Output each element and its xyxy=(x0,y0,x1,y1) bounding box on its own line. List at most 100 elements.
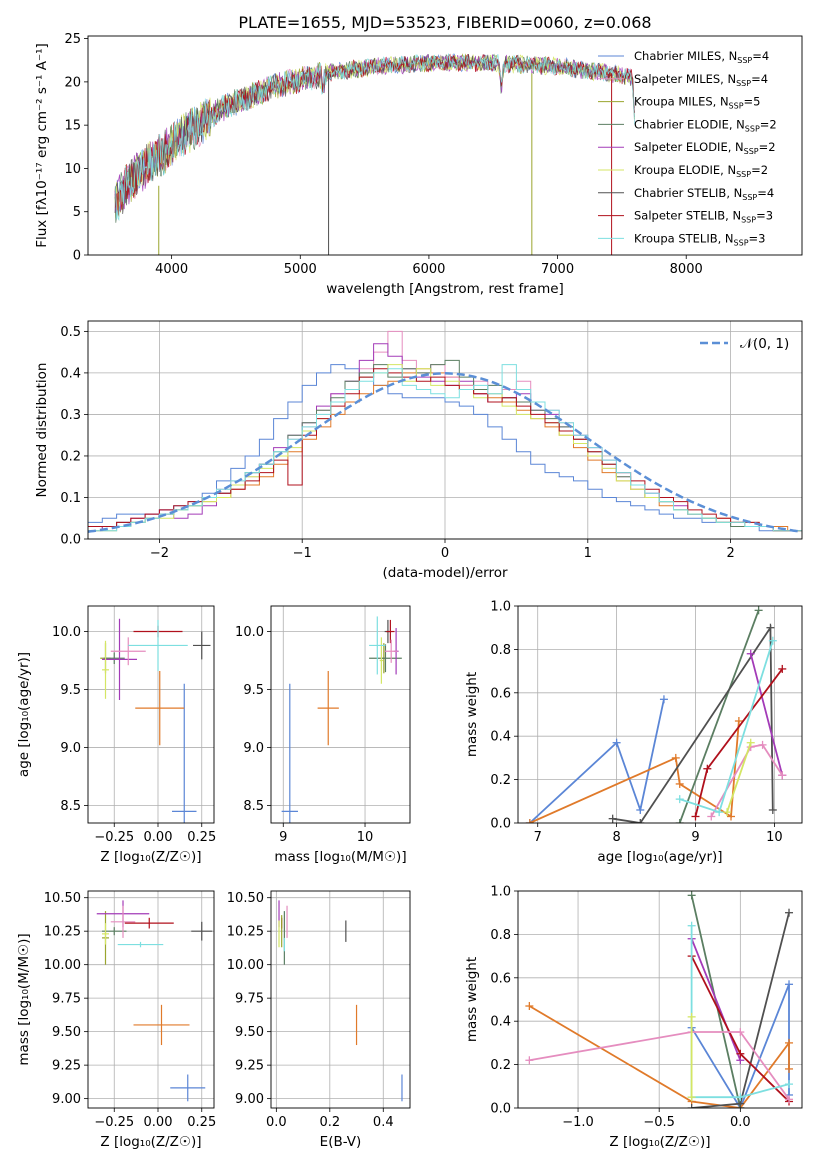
legend-subscript: SSP xyxy=(745,124,760,133)
x-tick-label: 0.00 xyxy=(144,1115,173,1130)
x-tick-label: 8 xyxy=(612,830,620,845)
legend-text: Salpeter ELODIE, N xyxy=(634,140,744,154)
age_vs_mass-points xyxy=(281,616,402,823)
x-tick-label: 0.00 xyxy=(144,830,173,845)
x-axis-label: age [log₁₀(age/yr)] xyxy=(597,849,722,865)
legend-subscript: SSP xyxy=(742,193,757,202)
weight-series xyxy=(726,742,752,813)
mass_vs_Z-axes: −0.25 0.00 0.25 9.00 9.25 9.50 9.75 10.00 10.25 1… xyxy=(16,891,216,1150)
y-tick-label: 1.0 xyxy=(490,600,511,615)
x-tick-label: 0.4 xyxy=(373,1115,394,1130)
x-tick-label: 10 xyxy=(357,830,374,845)
y-axis-label: mass [log₁₀(M/M☉)] xyxy=(16,933,32,1065)
y-tick-label: 0.2 xyxy=(490,1058,511,1073)
x-tick-label: −0.5 xyxy=(643,1115,675,1130)
y-tick-label: 9.5 xyxy=(60,683,81,698)
x-tick-label: 0.2 xyxy=(319,1115,340,1130)
x-axis-label: Z [log₁₀(Z/Z☉)] xyxy=(100,1134,201,1150)
y-tick-label: 1.0 xyxy=(490,885,511,900)
residuals-frame xyxy=(87,320,803,540)
y-tick-label: 0.8 xyxy=(490,643,511,658)
weight-series xyxy=(529,699,665,823)
y-tick-label: 10.50 xyxy=(44,891,81,906)
legend-subscript: SSP xyxy=(737,56,752,65)
histogram-series xyxy=(88,364,802,532)
legend-text: =3 xyxy=(749,231,766,245)
weight-series xyxy=(710,743,784,817)
weight_vs_age-lines xyxy=(525,606,787,823)
y-tick-label: 5 xyxy=(73,205,81,220)
weight-series xyxy=(529,1031,790,1100)
x-tick-label: 0.0 xyxy=(730,1115,751,1130)
weight_vs_Z-lines xyxy=(525,891,794,1108)
x-tick-label: −0.25 xyxy=(94,1115,134,1130)
mass_vs_ebv-frame xyxy=(270,890,411,1109)
y-axis-label: age [log₁₀(age/yr)] xyxy=(16,652,32,777)
legend-text: =2 xyxy=(751,163,768,177)
y-tick-label: 10.25 xyxy=(44,925,81,940)
legend-label: Salpeter MILES, NSSP=4 xyxy=(634,72,768,88)
y-tick-label: 9.00 xyxy=(235,1092,264,1107)
y-tick-label: 0.5 xyxy=(60,325,81,340)
x-tick-label: 1 xyxy=(584,546,592,561)
y-tick-label: 9.0 xyxy=(243,741,264,756)
weight-series xyxy=(612,624,774,823)
age_vs_mass-frame xyxy=(270,605,411,824)
spectrum-series xyxy=(114,53,635,216)
spectrum-frame xyxy=(87,35,803,256)
legend-text: =5 xyxy=(744,95,761,109)
weight-series xyxy=(694,668,784,817)
weight-series xyxy=(678,609,760,823)
mass_vs_ebv-axes: 0.0 0.2 0.4 9.00 9.25 9.50 9.75 10.00 10.25 10.50… xyxy=(227,891,410,1150)
y-tick-label: 0.3 xyxy=(60,408,81,423)
x-tick-label: −1 xyxy=(293,546,312,561)
x-tick-label: −0.25 xyxy=(94,830,134,845)
y-tick-label: 0.4 xyxy=(490,730,511,745)
y-tick-label: 10.0 xyxy=(52,625,81,640)
x-tick-label: 5000 xyxy=(284,262,317,277)
mass_vs_Z-frame xyxy=(87,890,215,1109)
x-axis-label: (data-model)/error xyxy=(382,565,508,581)
residual-hists xyxy=(88,330,802,533)
y-tick-label: 9.25 xyxy=(235,1059,264,1074)
y-tick-label: 9.5 xyxy=(243,683,264,698)
x-axis-label: wavelength [Angstrom, rest frame] xyxy=(326,281,564,297)
y-tick-label: 0.4 xyxy=(490,1015,511,1030)
weight_vs_Z-axes: −1.0 −0.5 0.0 0.0 0.2 0.4 0.6 0.8 1.0 Z [log₁₀(Z/… xyxy=(464,885,802,1150)
y-tick-label: 25 xyxy=(64,32,81,47)
x-tick-label: 9 xyxy=(279,830,287,845)
legend-label: Chabrier MILES, NSSP=4 xyxy=(634,49,769,65)
y-tick-label: 8.5 xyxy=(60,799,81,814)
spectrum-axes: 4000 5000 6000 7000 8000 0 5 10 15 20 25 wavelength… xyxy=(34,32,703,297)
x-axis-label: E(B-V) xyxy=(320,1134,362,1150)
chart-title: PLATE=1655, MJD=53523, FIBERID=0060, z=0… xyxy=(238,13,651,32)
x-tick-label: 8000 xyxy=(670,262,703,277)
y-tick-label: 9.50 xyxy=(52,1025,81,1040)
weight-series xyxy=(749,653,784,776)
gaussian-curve xyxy=(88,372,802,533)
legend-label: Salpeter STELIB, NSSP=3 xyxy=(634,209,773,225)
x-tick-label: 0.25 xyxy=(187,1115,216,1130)
y-axis-label: mass weight xyxy=(464,672,480,757)
y-axis-label: Flux [fλ10⁻¹⁷ erg cm⁻² s⁻¹ A⁻¹] xyxy=(34,43,50,248)
x-tick-label: 0.0 xyxy=(266,1115,287,1130)
x-axis-label: Z [log₁₀(Z/Z☉)] xyxy=(100,849,201,865)
x-axis-label: Z [log₁₀(Z/Z☉)] xyxy=(609,1134,710,1150)
legend-subscript: SSP xyxy=(736,79,751,88)
legend-subscript: SSP xyxy=(729,102,744,111)
y-tick-label: 0.6 xyxy=(490,686,511,701)
age_vs_Z-points xyxy=(100,618,211,823)
age_vs_mass-axes: 9 10 8.5 9.0 9.5 10.0 mass [log₁₀(M/M☉)] xyxy=(235,606,410,865)
x-tick-label: 6000 xyxy=(412,262,445,277)
y-tick-label: 9.75 xyxy=(52,992,81,1007)
legend-text: Kroupa ELODIE, N xyxy=(634,163,736,177)
weight-series xyxy=(690,938,742,1061)
weight_vs_age-frame xyxy=(517,605,803,824)
x-tick-label: 2 xyxy=(726,546,734,561)
legend-subscript: SSP xyxy=(741,216,756,225)
weight_vs_age-axes: 7 8 9 10 0.0 0.2 0.4 0.6 0.8 1.0 age [log₁₀(age/yr… xyxy=(464,600,802,865)
legend-text: Kroupa STELIB, N xyxy=(634,231,734,245)
legend-subscript: SSP xyxy=(734,238,749,247)
x-tick-label: 4000 xyxy=(155,262,188,277)
legend-text: =3 xyxy=(756,209,773,223)
